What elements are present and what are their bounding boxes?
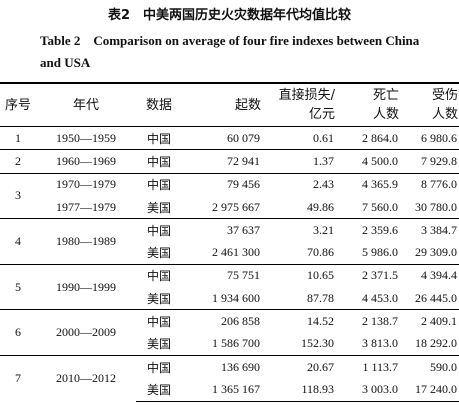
period: 2000—2009 [36,309,136,356]
table-row: 6 2000—2009 中国 206 858 14.52 2 138.7 2 409.1 [0,309,459,356]
data-source: 中国 [136,354,182,379]
injury: 2 409.1 [400,309,459,333]
loss: 10.65 [262,263,336,288]
loss: 152.30 [262,332,336,356]
period: 1990—1999 [36,263,136,310]
injury: 4 394.4 [400,263,459,288]
row-number: 6 [0,309,36,356]
header-cell: 年代 [36,82,136,127]
period: 2010—2012 [36,354,136,402]
death: 2 864.0 [336,125,400,151]
data-source: 中国 [136,218,182,242]
death: 7 560.0 [336,195,400,220]
count: 60 079 [182,125,262,151]
table-row: 美国 1 586 700 152.30 3 813.0 18 292.0 [0,332,459,356]
death: 5 986.0 [336,241,400,265]
count: 1 586 700 [182,332,262,356]
header-cell: 起数 [182,82,262,127]
header-cell: 直接损失/ 亿元 [262,82,336,127]
injury: 590.0 [400,354,459,379]
data-source: 美国 [136,195,182,220]
row-number: 3 [0,172,36,219]
count: 2 975 667 [182,195,262,220]
count: 37 637 [182,218,262,242]
data-source: 美国 [136,332,182,356]
count: 136 690 [182,354,262,379]
injury: 18 292.0 [400,332,459,356]
loss: 14.52 [262,309,336,333]
data-source: 中国 [136,263,182,288]
row-number: 5 [0,263,36,310]
injury: 26 445.0 [400,287,459,311]
row-number: 2 [0,149,36,174]
death: 4 500.0 [336,149,400,174]
data-source: 中国 [136,172,182,196]
data-source: 中国 [136,309,182,333]
death: 3 003.0 [336,378,400,402]
table-row: 美国 1 934 600 87.78 4 453.0 26 445.0 [0,287,459,311]
loss: 70.86 [262,241,336,265]
period: 1950—1959 [36,125,136,151]
data-source: 美国 [136,241,182,265]
death: 4 453.0 [336,287,400,311]
loss: 2.43 [262,172,336,196]
period: 1980—1989 [36,218,136,265]
table-row: 5 1990—1999 中国 75 751 10.65 2 371.5 4 394.4 [0,263,459,310]
table-row: 美国 1 365 167 118.93 3 003.0 17 240.0 [0,378,459,402]
data-source: 中国 [136,125,182,151]
table-body: 1 1950—1959 中国 60 079 0.61 2 864.0 6 980.6 2 196… [0,125,459,402]
count: 79 456 [182,172,262,196]
table-title-en: Table 2 Comparison on average of four fi… [40,33,420,70]
period: 1960—1969 [36,149,136,174]
header-cell: 序号 [0,82,36,127]
loss: 49.86 [262,195,336,220]
row-number: 4 [0,218,36,265]
period: 1977—1979 [36,195,136,220]
injury: 8 776.0 [400,172,459,196]
table-row: 7 2010—2012 中国 136 690 20.67 1 113.7 590.0 [0,354,459,402]
loss: 118.93 [262,378,336,402]
loss: 0.61 [262,125,336,151]
header-cell: 受伤 人数 [400,82,459,127]
count: 206 858 [182,309,262,333]
injury: 6 980.6 [400,125,459,151]
death: 1 113.7 [336,354,400,379]
header-row: 序号 年代 数据 起数 直接损失/ 亿元 死亡 人数 受伤 人数 [0,82,459,127]
count: 75 751 [182,263,262,288]
injury: 29 309.0 [400,241,459,265]
death: 3 813.0 [336,332,400,356]
data-source: 美国 [136,378,182,402]
death: 2 138.7 [336,309,400,333]
table-row: 3 1970—1979 中国 79 456 2.43 4 365.9 8 776.0 [0,172,459,219]
header-cell: 死亡 人数 [336,82,400,127]
loss: 87.78 [262,287,336,311]
data-source: 美国 [136,287,182,311]
table-title-cn: 表2 中美两国历史火灾数据年代均值比较 [107,8,352,23]
count: 2 461 300 [182,241,262,265]
loss: 3.21 [262,218,336,242]
injury: 30 780.0 [400,195,459,220]
data-source: 中国 [136,149,182,174]
header-cell: 数据 [136,82,182,127]
table-row: 1 1950—1959 中国 60 079 0.61 2 864.0 6 980.6 [0,125,459,151]
table-row: 4 1980—1989 中国 37 637 3.21 2 359.6 3 384.7 [0,218,459,265]
loss: 1.37 [262,149,336,174]
table-row: 2 1960—1969 中国 72 941 1.37 4 500.0 7 929.8 [0,149,459,174]
count: 1 934 600 [182,287,262,311]
loss: 20.67 [262,354,336,379]
row-number: 1 [0,125,36,151]
death: 2 359.6 [336,218,400,242]
period: 1970—1979 [36,172,136,196]
injury: 7 929.8 [400,149,459,174]
table: 序号 年代 数据 起数 直接损失/ 亿元 死亡 人数 受伤 人数 1 1950—1959 中国 6… [0,82,459,402]
count: 1 365 167 [182,378,262,402]
table-row: 1977—1979 美国 2 975 667 49.86 7 560.0 30 780.0 [0,195,459,220]
death: 4 365.9 [336,172,400,196]
injury: 3 384.7 [400,218,459,242]
count: 72 941 [182,149,262,174]
row-number: 7 [0,354,36,402]
injury: 17 240.0 [400,378,459,402]
death: 2 371.5 [336,263,400,288]
